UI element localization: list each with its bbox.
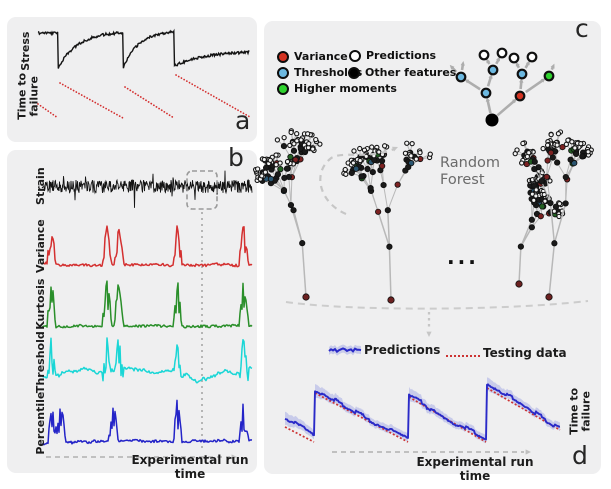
legend-item-thresholds: Thresholds	[277, 66, 362, 79]
panel-letter-c: c	[575, 14, 589, 43]
variance-node-icon	[277, 50, 289, 63]
panel-letter-b: b	[228, 143, 244, 172]
xlabel-panel-b: Experimental run time	[131, 453, 249, 481]
legend-label-predictions: Predictions	[366, 49, 437, 62]
panel-cd	[252, 21, 601, 474]
legend-item-other-features: Other features	[348, 66, 456, 79]
xlabel-panel-d: Experimental run time	[416, 455, 534, 483]
other-features-node-icon	[348, 66, 360, 79]
panel-a	[7, 17, 257, 142]
ylabel-percentile: Percentile	[33, 391, 47, 455]
panel-letter-d: d	[572, 441, 588, 470]
legend-label-thresholds: Thresholds	[294, 66, 363, 79]
prediction-node-icon	[349, 49, 361, 62]
legend-item-variance: Variance	[277, 50, 348, 63]
panel-b	[7, 150, 257, 473]
random-forest-label: Random Forest	[440, 155, 501, 188]
legend-label-testing-data: Testing data	[483, 346, 567, 360]
higher-moments-node-icon	[277, 82, 289, 95]
panel-cd-graphics	[252, 47, 594, 455]
panel-letter-a: a	[235, 106, 251, 135]
legend-item-predictions: Predictions	[349, 49, 436, 62]
legend-label-predictions-d: Predictions	[364, 343, 441, 357]
threshold-node-icon	[277, 66, 289, 79]
panel-a-plot	[37, 28, 251, 119]
panel-b-plot	[41, 170, 253, 460]
legend-item-higher-moments: Higher moments	[277, 82, 397, 95]
legend-label-higher-moments: Higher moments	[294, 82, 397, 95]
legend-label-variance: Variance	[294, 50, 348, 63]
forest-ellipsis: ...	[447, 245, 479, 269]
legend-label-other-features: Other features	[365, 66, 457, 79]
